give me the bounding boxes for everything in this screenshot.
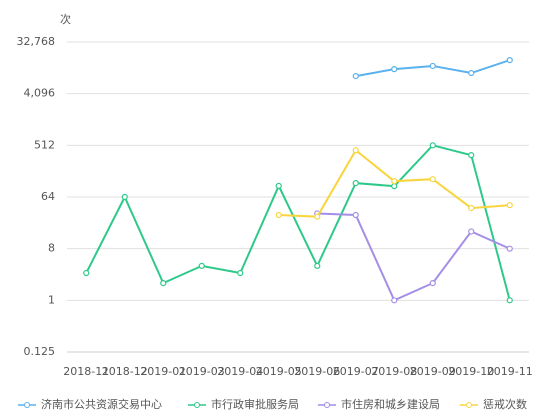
x-tick-label: 2019-07 xyxy=(333,365,379,378)
series-line xyxy=(85,144,511,301)
point xyxy=(83,269,90,277)
point xyxy=(468,204,475,212)
point xyxy=(391,178,398,185)
legend-marker xyxy=(24,402,30,408)
point xyxy=(160,280,167,287)
point xyxy=(352,73,359,80)
point xyxy=(121,193,128,201)
legend-label: 惩戒次数 xyxy=(483,397,527,411)
point xyxy=(352,211,359,219)
point xyxy=(506,202,513,209)
point xyxy=(506,245,513,252)
point xyxy=(506,297,513,304)
point xyxy=(429,142,436,149)
y-tick-label: 8 xyxy=(48,242,55,255)
legend-label: 市住房和城乡建设局 xyxy=(341,397,440,411)
y-tick-label: 32,768 xyxy=(17,35,56,48)
point xyxy=(468,152,475,159)
series-line xyxy=(317,212,511,302)
y-tick-label: 64 xyxy=(41,190,55,203)
x-tick-label: 2019-09 xyxy=(410,365,456,378)
legend-marker xyxy=(194,402,200,408)
point xyxy=(429,62,436,70)
point xyxy=(429,176,436,183)
legend-marker xyxy=(324,402,330,408)
point xyxy=(391,297,398,304)
point xyxy=(391,66,398,73)
x-tick-label: 2019-08 xyxy=(371,365,417,378)
y-tick-label: 4,096 xyxy=(24,87,56,100)
point xyxy=(468,228,475,235)
point xyxy=(314,262,321,269)
y-axis-label: 次 xyxy=(60,12,71,26)
point xyxy=(391,183,398,190)
x-tick-label: 2019-06 xyxy=(294,365,340,378)
y-tick-label: 0.125 xyxy=(24,345,56,358)
point xyxy=(506,57,513,64)
legend-label: 济南市公共资源交易中心 xyxy=(41,397,162,411)
x-tick-label: 2018-12 xyxy=(102,365,148,378)
point xyxy=(237,269,244,277)
point xyxy=(429,280,436,287)
point xyxy=(275,182,282,190)
x-tick-label: 2018-11 xyxy=(63,365,109,378)
x-tick-label: 2019-01 xyxy=(140,365,186,378)
point xyxy=(352,179,359,187)
point xyxy=(275,211,282,219)
y-tick-label: 1 xyxy=(48,293,55,306)
x-tick-label: 2019-11 xyxy=(487,365,533,378)
x-tick-label: 2019-04 xyxy=(217,365,263,378)
x-tick-label: 2019-10 xyxy=(448,365,494,378)
x-tick-label: 2019-03 xyxy=(179,365,225,378)
point xyxy=(468,69,475,77)
legend-label: 市行政审批服务局 xyxy=(211,397,299,411)
point xyxy=(198,262,205,269)
point xyxy=(314,213,321,220)
legend-marker xyxy=(466,402,472,408)
point xyxy=(352,147,359,154)
y-tick-label: 512 xyxy=(34,138,55,151)
x-tick-label: 2019-05 xyxy=(256,365,302,378)
